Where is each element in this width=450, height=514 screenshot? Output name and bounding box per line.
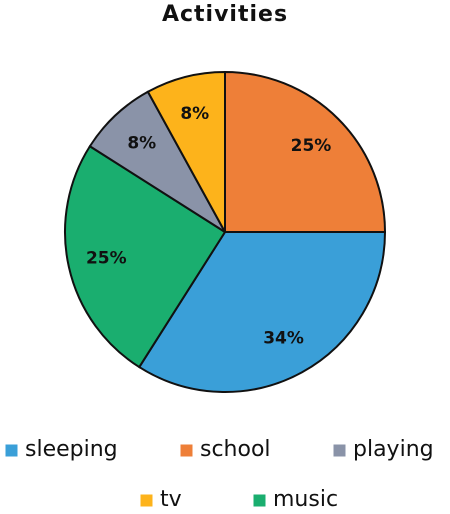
legend-swatch: [179, 443, 194, 458]
value-label: 8%: [180, 104, 209, 124]
legend-label: playing: [353, 437, 434, 462]
value-label: 25%: [86, 249, 127, 269]
value-label: 8%: [127, 133, 156, 153]
legend-label: sleeping: [25, 437, 118, 462]
legend-swatch: [252, 493, 267, 508]
legend-label: music: [273, 487, 338, 512]
pie-slice: [146, 70, 226, 233]
legend-label: school: [200, 437, 271, 462]
chart-title: Activities: [162, 2, 288, 27]
pie-slice: [224, 70, 387, 233]
legend-swatch: [332, 443, 347, 458]
value-label: 25%: [291, 136, 332, 156]
legend-swatch: [4, 443, 19, 458]
legend-label: tv: [160, 487, 182, 512]
pie-slice: [64, 144, 227, 369]
value-label: 34%: [263, 329, 304, 349]
legend-swatch: [139, 493, 154, 508]
